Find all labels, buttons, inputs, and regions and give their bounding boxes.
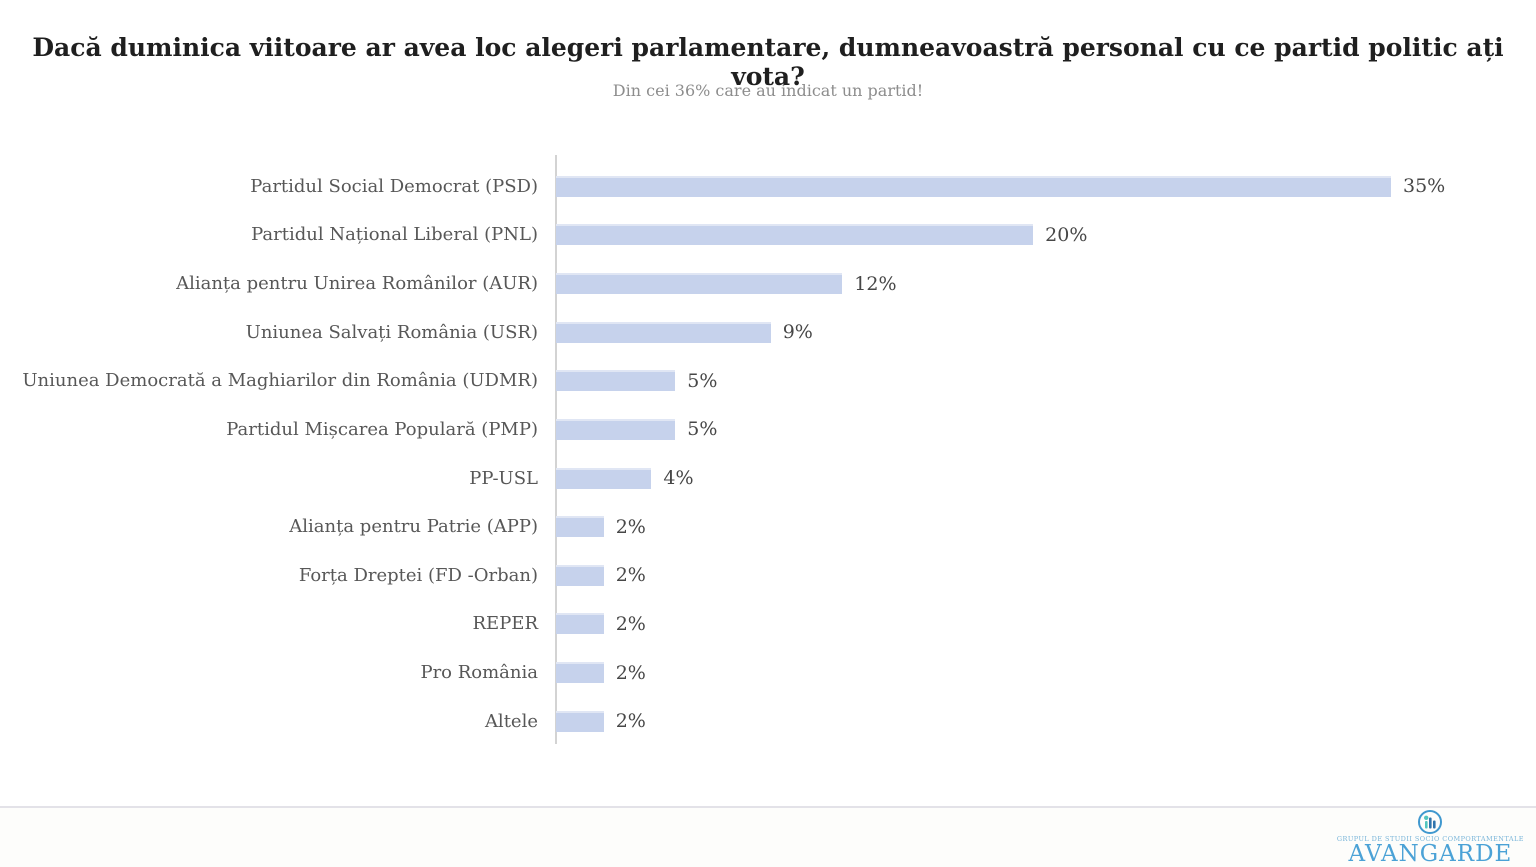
- bar: [556, 467, 652, 489]
- bar: [556, 516, 604, 538]
- logo-tagline: GRUPUL DE STUDII SOCIO COMPORTAMENTALE: [1336, 834, 1524, 843]
- chart-row: Partidul Național Liberal (PNL) 20%: [0, 211, 1536, 260]
- bar: [556, 613, 604, 635]
- chart-row: Partidul Mișcarea Populară (PMP) 5%: [0, 405, 1536, 454]
- category-label: Forța Dreptei (FD -Orban): [298, 564, 538, 586]
- category-label: Alianța pentru Patrie (APP): [289, 516, 538, 538]
- bar: [556, 273, 843, 295]
- bar: [556, 662, 604, 684]
- bar-chart: Partidul Social Democrat (PSD) 35% Partidu…: [0, 162, 1536, 746]
- value-label: 2%: [615, 710, 646, 733]
- chart-row: REPER 2%: [0, 600, 1536, 649]
- footer-divider: [0, 806, 1536, 808]
- chart-row: Pro România 2%: [0, 648, 1536, 697]
- chart-row: Uniunea Salvați România (USR) 9%: [0, 308, 1536, 357]
- chart-title: Dacă duminica viitoare ar avea loc alege…: [32, 33, 1504, 91]
- category-label: Partidul Social Democrat (PSD): [250, 175, 538, 197]
- avangarde-logo: GRUPUL DE STUDII SOCIO COMPORTAMENTALE A…: [1337, 809, 1524, 867]
- category-label: REPER: [472, 613, 539, 635]
- chart-row: Alianța pentru Unirea Românilor (AUR) 12%: [0, 259, 1536, 308]
- value-label: 12%: [854, 272, 897, 295]
- bar: [556, 370, 676, 392]
- value-label: 5%: [687, 369, 718, 392]
- category-axis-line: [555, 155, 557, 744]
- value-label: 2%: [615, 612, 646, 635]
- value-label: 2%: [615, 661, 646, 684]
- value-label: 2%: [615, 515, 646, 538]
- category-label: Altele: [484, 710, 538, 732]
- category-label: Alianța pentru Unirea Românilor (AUR): [176, 273, 538, 295]
- category-label: Partidul Național Liberal (PNL): [251, 224, 538, 246]
- category-label: Partidul Mișcarea Populară (PMP): [226, 418, 538, 440]
- chart-row: Altele 2%: [0, 697, 1536, 746]
- chart-row: Alianța pentru Patrie (APP) 2%: [0, 502, 1536, 551]
- chart-row: PP-USL 4%: [0, 454, 1536, 503]
- chart-row: Forța Dreptei (FD -Orban) 2%: [0, 551, 1536, 600]
- chart-row: Uniunea Democrată a Maghiarilor din Româ…: [0, 357, 1536, 406]
- value-label: 20%: [1045, 223, 1088, 246]
- logo-wordmark: AVANGARDE: [1348, 841, 1513, 867]
- value-label: 4%: [663, 467, 694, 490]
- bar: [556, 224, 1034, 246]
- bar: [556, 710, 604, 732]
- category-label: Uniunea Democrată a Maghiarilor din Româ…: [22, 370, 538, 392]
- avangarde-logo-icon: [1337, 809, 1524, 835]
- bar: [556, 564, 604, 586]
- category-label: Pro România: [420, 662, 538, 684]
- value-label: 5%: [687, 418, 718, 441]
- bar: [556, 321, 771, 343]
- footer-strip: GRUPUL DE STUDII SOCIO COMPORTAMENTALE A…: [0, 808, 1536, 867]
- value-label: 35%: [1403, 175, 1446, 198]
- category-label: Uniunea Salvați România (USR): [245, 321, 538, 343]
- chart-subtitle: Din cei 36% care au indicat un partid!: [612, 81, 924, 100]
- value-label: 2%: [615, 564, 646, 587]
- value-label: 9%: [782, 321, 813, 344]
- bar: [556, 418, 676, 440]
- category-label: PP-USL: [469, 467, 538, 489]
- chart-row: Partidul Social Democrat (PSD) 35%: [0, 162, 1536, 211]
- bar: [556, 175, 1391, 197]
